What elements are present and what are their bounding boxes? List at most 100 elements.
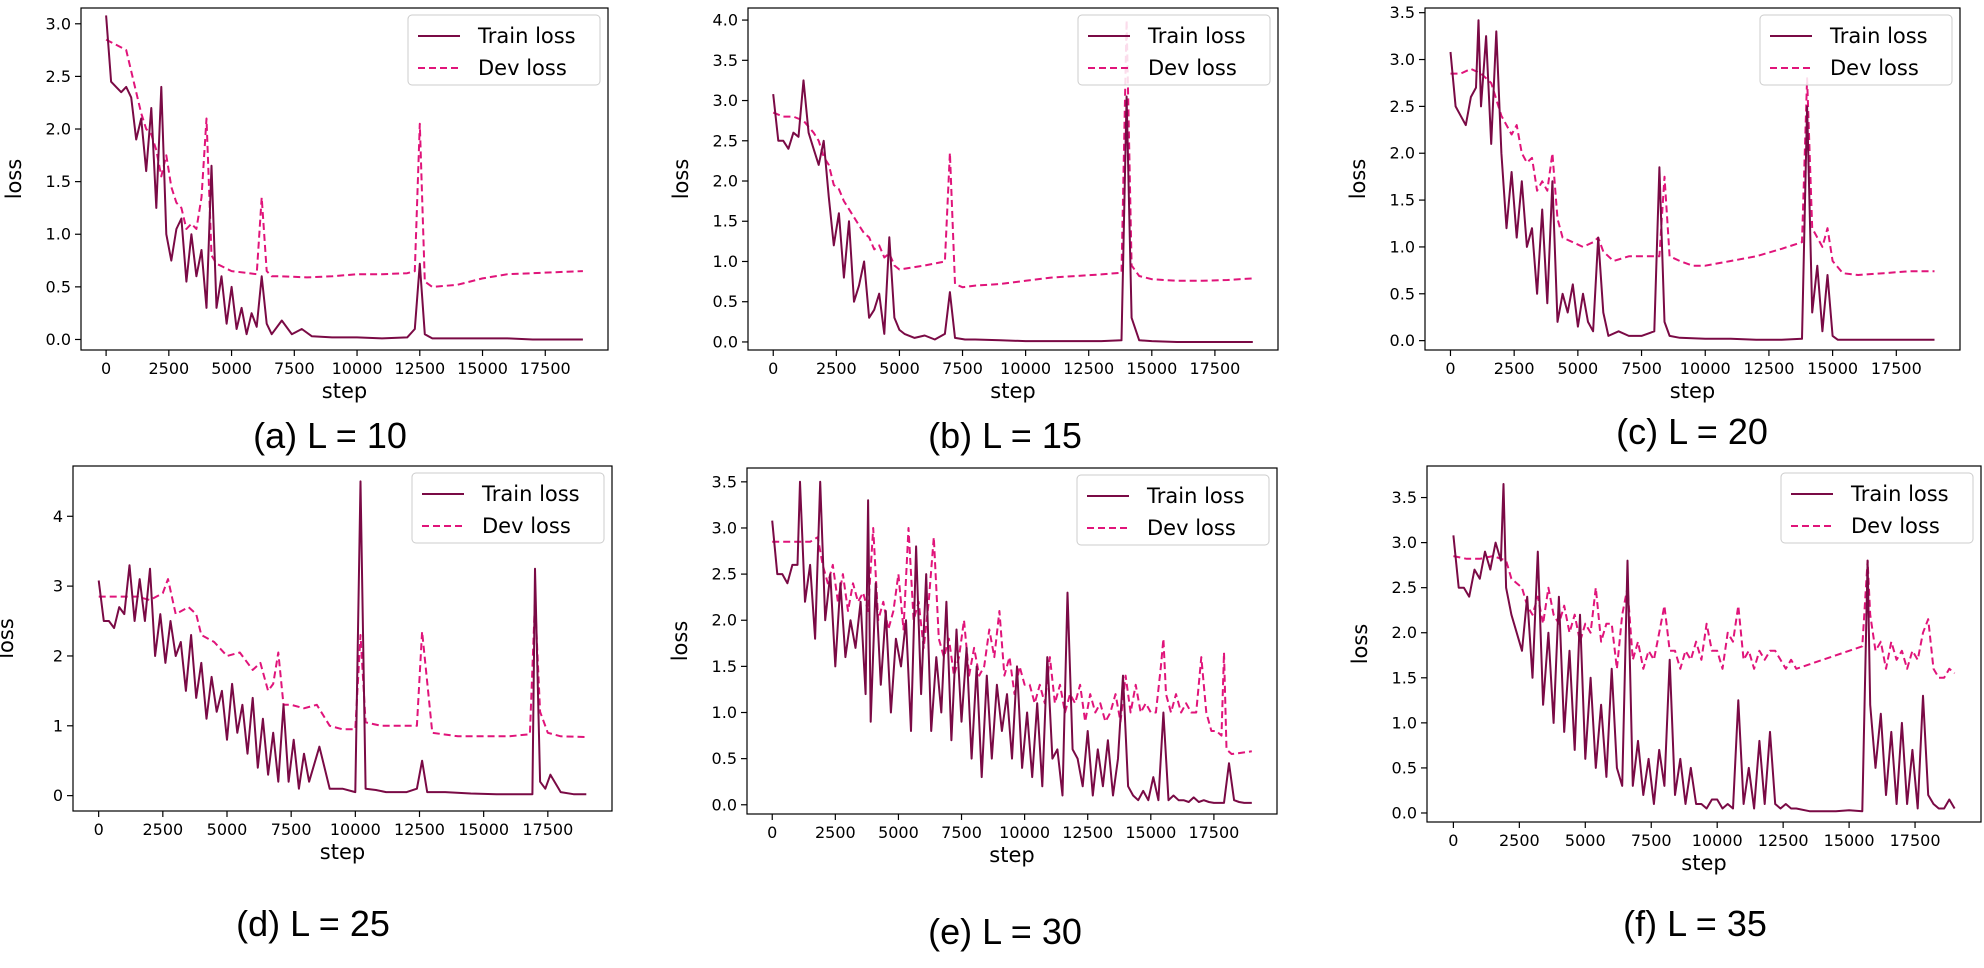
plot-frame — [1424, 7, 1961, 351]
x-axis-label: step — [1681, 851, 1726, 875]
series-group — [1452, 483, 1956, 813]
x-tick-label: 7500 — [1631, 831, 1672, 850]
x-tick-label: 10000 — [1000, 359, 1051, 378]
chart-panel-1: 0 2500 5000 7500 10000 12500 15000 17500 0.0 0.5 1… — [2, 7, 609, 456]
y-axis-label: loss — [0, 618, 18, 659]
plot-frame — [746, 467, 1278, 815]
x-tick-label: 12500 — [1062, 823, 1113, 842]
x-tick-label: 10000 — [330, 820, 381, 839]
x-tick-label: 12500 — [1758, 831, 1809, 850]
y-tick-label: 2.0 — [1390, 144, 1415, 163]
y-tick-label: 1 — [53, 716, 63, 735]
chart-panel-4: 0 2500 5000 7500 10000 12500 15000 17500 0 1 2 3 4 st… — [0, 465, 613, 944]
train-loss-line — [772, 79, 1253, 343]
x-tick-label: 10000 — [999, 823, 1050, 842]
x-tick-label: 5000 — [207, 820, 248, 839]
x-tick-label: 12500 — [1063, 359, 1114, 378]
x-axis-label: step — [989, 843, 1034, 867]
y-tick-label: 4 — [53, 507, 63, 526]
legend: Train loss Dev loss — [407, 14, 601, 86]
x-tick-label: 17500 — [522, 820, 573, 839]
y-tick-label: 2.5 — [712, 565, 737, 584]
y-tick-label: 2.0 — [712, 611, 737, 630]
x-tick-label: 2500 — [1499, 831, 1540, 850]
y-tick-label: 1.5 — [712, 657, 737, 676]
x-tick-label: 2500 — [816, 359, 857, 378]
x-tick-label: 5000 — [879, 359, 920, 378]
x-tick-label: 0 — [1448, 831, 1458, 850]
x-tick-label: 15000 — [458, 820, 509, 839]
y-tick-label: 0.5 — [712, 749, 737, 768]
legend-label: Dev loss — [482, 514, 571, 538]
x-axis-label: step — [1670, 379, 1715, 403]
panel-caption: (c) L = 20 — [1616, 411, 1768, 452]
x-tick-label: 2500 — [815, 823, 856, 842]
plot-frame — [1426, 465, 1982, 823]
y-tick-label: 3 — [53, 577, 63, 596]
y-tick-label: 2.5 — [1390, 97, 1415, 116]
x-tick-label: 17500 — [1871, 359, 1922, 378]
series-group — [105, 15, 583, 341]
legend-label: Train loss — [477, 24, 576, 48]
legend-label: Dev loss — [1851, 514, 1940, 538]
plot-frame — [72, 465, 613, 812]
y-tick-label: 0 — [53, 786, 63, 805]
x-tick-label: 12500 — [394, 359, 445, 378]
x-tick-label: 12500 — [394, 820, 445, 839]
train-loss-line — [1449, 19, 1935, 341]
x-tick-label: 5000 — [1557, 359, 1598, 378]
series-group — [771, 480, 1252, 804]
chart-panel-6: 0 2500 5000 7500 10000 12500 15000 17500 0.0 0.5 1… — [1348, 465, 1982, 944]
x-tick-label: 7500 — [1621, 359, 1662, 378]
y-axis-label: loss — [669, 159, 693, 200]
panel-caption: (e) L = 30 — [928, 911, 1082, 952]
legend: Train loss Dev loss — [1076, 474, 1270, 546]
y-tick-label: 0.5 — [46, 277, 71, 296]
x-tick-label: 10000 — [332, 359, 383, 378]
y-tick-label: 1.0 — [713, 252, 738, 271]
y-tick-label: 3.5 — [1392, 488, 1417, 507]
plot-frame — [80, 7, 609, 351]
dev-loss-line — [105, 38, 583, 288]
y-tick-label: 3.5 — [1390, 3, 1415, 22]
y-tick-label: 0.0 — [713, 332, 738, 351]
x-axis-label: step — [320, 840, 365, 864]
x-tick-label: 17500 — [1188, 823, 1239, 842]
series-group — [97, 480, 587, 796]
x-tick-label: 0 — [768, 359, 778, 378]
x-tick-label: 0 — [94, 820, 104, 839]
x-tick-label: 10000 — [1680, 359, 1731, 378]
y-tick-label: 3.5 — [712, 472, 737, 491]
legend-label: Train loss — [1850, 482, 1949, 506]
y-tick-label: 2.5 — [46, 67, 71, 86]
y-tick-label: 1.5 — [1390, 191, 1415, 210]
train-loss-line — [105, 15, 583, 341]
dev-loss-line — [98, 578, 587, 738]
legend: Train loss Dev loss — [1780, 472, 1974, 544]
x-tick-label: 17500 — [520, 359, 571, 378]
y-tick-label: 2.0 — [713, 172, 738, 191]
x-tick-label: 15000 — [457, 359, 508, 378]
y-tick-label: 2.0 — [1392, 623, 1417, 642]
legend: Train loss Dev loss — [1759, 14, 1953, 86]
panel-caption: (d) L = 25 — [236, 903, 390, 944]
legend-label: Dev loss — [478, 56, 567, 80]
y-tick-label: 0.5 — [1392, 758, 1417, 777]
x-tick-label: 0 — [767, 823, 777, 842]
x-tick-label: 10000 — [1692, 831, 1743, 850]
y-tick-label: 0.0 — [1392, 803, 1417, 822]
y-tick-label: 3.0 — [713, 91, 738, 110]
x-tick-label: 5000 — [878, 823, 919, 842]
legend: Train loss Dev loss — [411, 472, 605, 544]
y-tick-label: 0.0 — [46, 330, 71, 349]
chart-panel-2: 0 2500 5000 7500 10000 12500 15000 17500 0.0 0.5 1… — [669, 7, 1279, 456]
y-tick-label: 1.0 — [1390, 237, 1415, 256]
y-tick-label: 3.0 — [46, 14, 71, 33]
x-tick-label: 7500 — [274, 359, 315, 378]
y-tick-label: 4.0 — [713, 11, 738, 30]
legend-label: Train loss — [1146, 484, 1245, 508]
y-tick-label: 3.5 — [713, 51, 738, 70]
y-tick-label: 0.0 — [1390, 331, 1415, 350]
x-tick-label: 7500 — [271, 820, 312, 839]
